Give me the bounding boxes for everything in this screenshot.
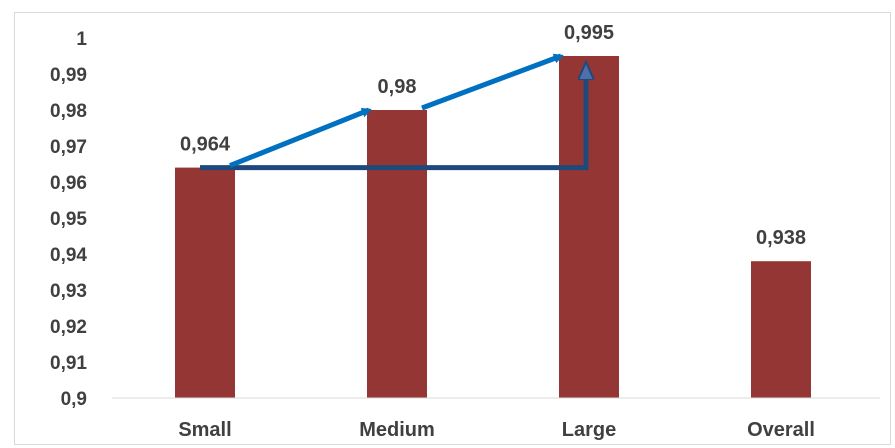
data-labels: 0,964 0,98 0,995 0,938 [180,22,806,249]
y-tick-label: 0,9 [61,389,87,410]
y-axis-ticks: 0,9 0,91 0,92 0,93 0,94 0,95 0,96 0,97 0,98 0,99 1 [50,29,87,410]
bars [175,56,811,398]
trend-arrow [229,107,372,168]
x-tick-label: Medium [359,419,435,441]
gain-bracket-arrow [200,70,586,171]
y-tick-label: 0,95 [50,209,87,230]
y-tick-label: 1 [76,29,87,50]
data-label: 0,995 [564,22,614,44]
data-label: 0,938 [756,227,806,249]
x-tick-label: Overall [747,419,815,441]
annotations [200,53,586,171]
bar-medium [367,110,427,398]
bar-overall [751,261,811,398]
bar-large [559,56,619,398]
data-label: 0,964 [180,134,231,156]
x-tick-label: Small [178,419,231,441]
x-tick-label: Large [562,419,616,441]
category-labels: Small Medium Large Overall [178,419,815,441]
y-tick-label: 0,99 [50,65,87,86]
chart-frame [14,12,891,445]
bar-small [175,167,235,398]
data-label: 0,98 [378,76,417,98]
y-tick-label: 0,93 [50,281,87,302]
trend-arrow [421,53,564,111]
y-tick-label: 0,97 [50,137,87,158]
y-tick-label: 0,92 [50,317,87,338]
y-tick-label: 0,98 [50,101,87,122]
y-tick-label: 0,96 [50,173,87,194]
y-tick-label: 0,94 [50,245,87,266]
y-tick-label: 0,91 [50,353,87,374]
